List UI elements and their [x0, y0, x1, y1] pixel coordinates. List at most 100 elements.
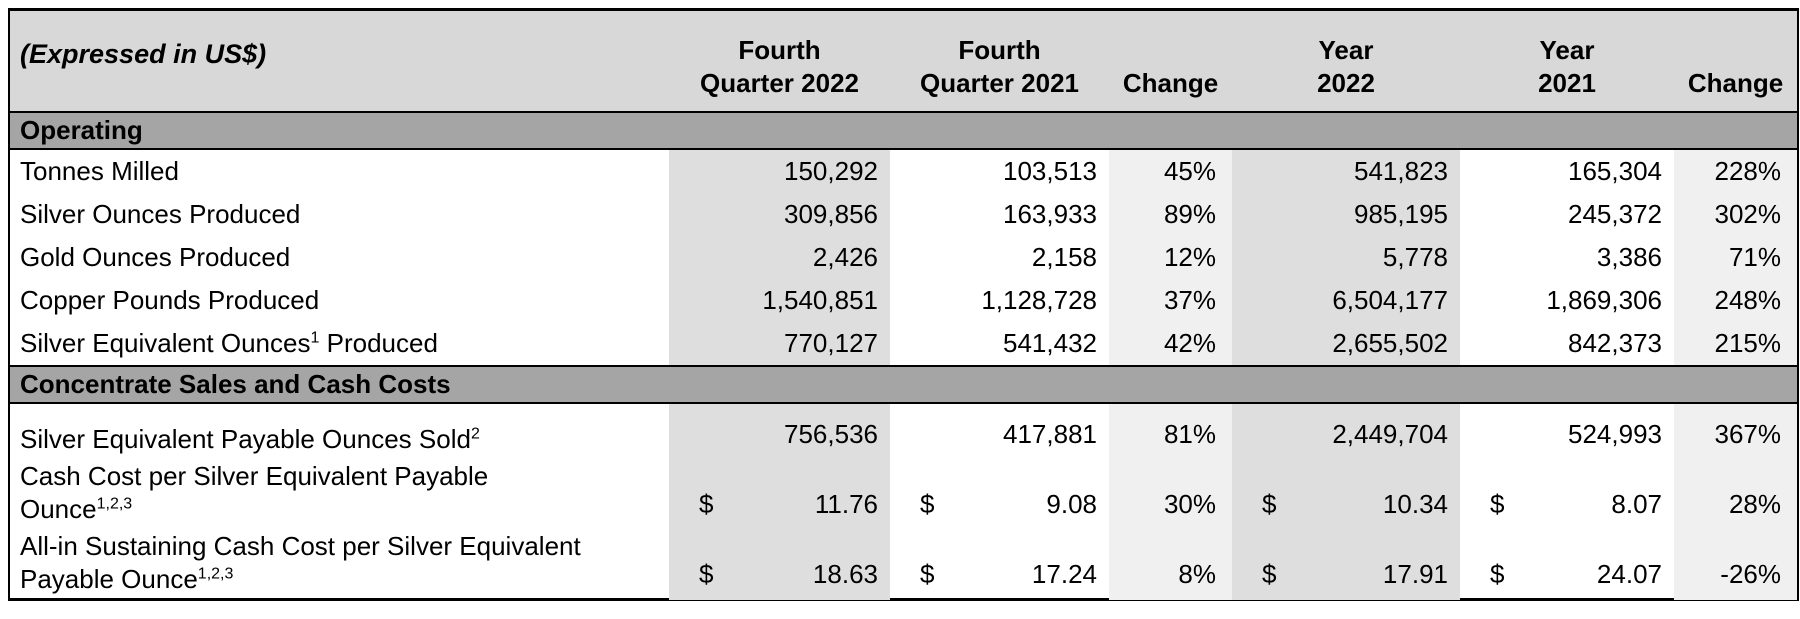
value-q4-2022: 756,536 — [669, 404, 890, 460]
value-number: 2,158 — [1031, 242, 1097, 272]
value-number: 30% — [1163, 489, 1216, 519]
value-year-2022: 5,778 — [1232, 236, 1460, 279]
value-number: 770,127 — [784, 328, 878, 358]
value-q4-2021: 541,432 — [890, 322, 1109, 365]
value-year-2022: $10.34 — [1232, 460, 1460, 530]
value-change-quarter: 42% — [1109, 322, 1232, 365]
value-number: 541,823 — [1354, 156, 1448, 186]
label-text: Cash Cost per Silver Equivalent Payable — [20, 461, 489, 491]
value-q4-2022: 309,856 — [669, 193, 890, 236]
table-row-cash-cost-per-silver-equivalent-payable-ounce: Cash Cost per Silver Equivalent Payable … — [10, 460, 1797, 530]
value-change-year: 71% — [1674, 236, 1797, 279]
col-header-change-quarter: Change — [1122, 68, 1219, 98]
table-row-silver-ounces-produced: Silver Ounces Produced 309,856 163,933 8… — [10, 193, 1797, 236]
value-number: 89% — [1163, 199, 1216, 229]
currency-symbol: $ — [1262, 559, 1277, 589]
currency-symbol: $ — [699, 559, 714, 589]
value-year-2021: 245,372 — [1460, 193, 1674, 236]
row-label: Gold Ounces Produced — [10, 236, 669, 279]
value-number: 2,449,704 — [1332, 419, 1448, 449]
currency-symbol: $ — [1490, 489, 1505, 519]
label-text: Payable Ounce — [20, 564, 198, 594]
table-row-silver-equivalent-ounces-produced: Silver Equivalent Ounces1 Produced 770,1… — [10, 322, 1797, 365]
value-number: 2,655,502 — [1332, 328, 1448, 358]
row-label: Silver Equivalent Ounces1 Produced — [10, 322, 669, 365]
value-number: 10.34 — [1382, 489, 1448, 519]
value-q4-2022: $18.63 — [669, 530, 890, 600]
value-number: 1,540,851 — [762, 285, 878, 315]
label-text: Ounce — [20, 494, 97, 524]
value-year-2022: 2,655,502 — [1232, 322, 1460, 365]
col-header-change-year: Change — [1687, 68, 1784, 98]
value-number: 2,426 — [812, 242, 878, 272]
value-change-year: 28% — [1674, 460, 1797, 530]
value-number: 8% — [1178, 559, 1216, 589]
value-number: 81% — [1163, 419, 1216, 449]
value-number: 24.07 — [1596, 559, 1662, 589]
value-q4-2021: $17.24 — [890, 530, 1109, 600]
col-header-year-2022: Year 2022 — [1317, 35, 1375, 98]
table-row-all-in-sustaining-cash-cost: All-in Sustaining Cash Cost per Silver E… — [10, 530, 1797, 600]
value-change-quarter: 37% — [1109, 279, 1232, 322]
value-q4-2021: $9.08 — [890, 460, 1109, 530]
value-number: 37% — [1163, 285, 1216, 315]
label-text: Silver Equivalent Ounces — [20, 328, 311, 358]
value-number: 8.07 — [1611, 489, 1662, 519]
value-change-year: 228% — [1674, 150, 1797, 193]
value-number: 28% — [1728, 489, 1781, 519]
col-header-year-2021: Year 2021 — [1538, 35, 1596, 98]
value-number: 9.08 — [1046, 489, 1097, 519]
value-number: 302% — [1714, 199, 1782, 229]
value-number: 45% — [1163, 156, 1216, 186]
value-year-2021: 3,386 — [1460, 236, 1674, 279]
label-superscript: 1,2,3 — [96, 495, 133, 513]
table-row-copper-pounds-produced: Copper Pounds Produced 1,540,851 1,128,7… — [10, 279, 1797, 322]
label-superscript: 1 — [310, 329, 320, 347]
currency-symbol: $ — [920, 489, 935, 519]
value-change-year: 248% — [1674, 279, 1797, 322]
label-text: Gold Ounces Produced — [20, 242, 291, 272]
value-number: 367% — [1714, 419, 1782, 449]
value-q4-2022: 150,292 — [669, 150, 890, 193]
table-row-silver-equivalent-payable-ounces-sold: Silver Equivalent Payable Ounces Sold2 7… — [10, 404, 1797, 460]
value-year-2022: 2,449,704 — [1232, 404, 1460, 460]
row-label: Cash Cost per Silver Equivalent Payable … — [10, 460, 669, 530]
value-q4-2022: 770,127 — [669, 322, 890, 365]
row-label: Tonnes Milled — [10, 150, 669, 193]
value-number: 165,304 — [1568, 156, 1662, 186]
value-year-2022: 541,823 — [1232, 150, 1460, 193]
label-text-tail: Produced — [319, 328, 438, 358]
col-header-fourth-quarter-2021: Fourth Quarter 2021 — [920, 35, 1079, 98]
value-year-2021: 165,304 — [1460, 150, 1674, 193]
value-q4-2022: $11.76 — [669, 460, 890, 530]
value-number: 417,881 — [1003, 419, 1097, 449]
value-number: 103,513 — [1003, 156, 1097, 186]
value-number: 309,856 — [784, 199, 878, 229]
section-header-operating: Operating — [10, 113, 1797, 150]
value-number: 12% — [1163, 242, 1216, 272]
value-q4-2022: 2,426 — [669, 236, 890, 279]
col-header-fourth-quarter-2022: Fourth Quarter 2022 — [700, 35, 859, 98]
label-text: Copper Pounds Produced — [20, 285, 320, 315]
expressed-in-note: (Expressed in US$) — [20, 38, 267, 69]
value-year-2021: 842,373 — [1460, 322, 1674, 365]
value-number: 1,869,306 — [1546, 285, 1662, 315]
label-superscript: 2 — [470, 425, 480, 443]
value-change-quarter: 8% — [1109, 530, 1232, 600]
value-year-2021: $8.07 — [1460, 460, 1674, 530]
value-change-year: 367% — [1674, 404, 1797, 460]
label-text: All-in Sustaining Cash Cost per Silver E… — [20, 531, 581, 561]
value-q4-2021: 103,513 — [890, 150, 1109, 193]
row-label: All-in Sustaining Cash Cost per Silver E… — [10, 530, 669, 600]
value-number: 541,432 — [1003, 328, 1097, 358]
value-change-quarter: 12% — [1109, 236, 1232, 279]
value-number: 524,993 — [1568, 419, 1662, 449]
value-year-2022: $17.91 — [1232, 530, 1460, 600]
value-number: 985,195 — [1354, 199, 1448, 229]
table-row-gold-ounces-produced: Gold Ounces Produced 2,426 2,158 12% 5,7… — [10, 236, 1797, 279]
value-q4-2021: 417,881 — [890, 404, 1109, 460]
value-number: 3,386 — [1596, 242, 1662, 272]
value-change-quarter: 89% — [1109, 193, 1232, 236]
value-change-year: -26% — [1674, 530, 1797, 600]
value-number: 11.76 — [814, 489, 878, 519]
